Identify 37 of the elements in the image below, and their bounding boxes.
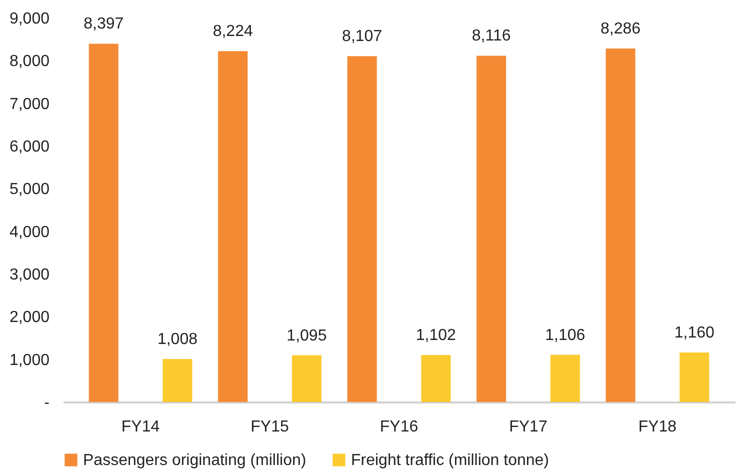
data-label: 1,102 xyxy=(416,326,456,344)
data-label: 8,116 xyxy=(472,28,511,45)
bar xyxy=(421,354,451,402)
data-label: 1,095 xyxy=(286,327,327,344)
bar xyxy=(292,355,322,402)
x-tick-label: FY15 xyxy=(250,418,289,436)
y-tick-label: - xyxy=(44,394,50,412)
y-tick-label: 5,000 xyxy=(9,181,50,198)
bar xyxy=(550,354,580,402)
bar xyxy=(218,51,248,402)
x-tick-label: FY14 xyxy=(121,418,160,436)
y-tick-label: 1,000 xyxy=(9,352,50,369)
y-tick-label: 9,000 xyxy=(9,10,50,28)
data-label: 1,106 xyxy=(545,326,586,344)
bar xyxy=(680,352,710,402)
bar xyxy=(476,56,506,402)
bar xyxy=(162,358,192,402)
y-tick-label: 3,000 xyxy=(9,266,50,284)
x-tick-label: FY18 xyxy=(638,418,677,436)
y-tick-label: 8,000 xyxy=(9,53,50,70)
x-tick-label: FY17 xyxy=(509,418,548,436)
data-label: 8,107 xyxy=(342,28,382,46)
y-tick-label: 7,000 xyxy=(9,96,50,113)
y-tick-label: 4,000 xyxy=(9,224,50,241)
bar xyxy=(88,44,118,402)
data-label: 8,224 xyxy=(212,23,253,40)
data-label: 1,160 xyxy=(674,324,714,342)
y-tick-label: 2,000 xyxy=(9,309,50,326)
legend-label: Freight traffic (million tonne) xyxy=(351,452,549,469)
legend-label: Passengers originating (million) xyxy=(83,452,306,469)
y-tick-label: 6,000 xyxy=(9,138,50,156)
x-tick-label: FY16 xyxy=(380,418,418,436)
data-label: 1,008 xyxy=(157,330,198,348)
data-label: 8,397 xyxy=(84,16,124,33)
data-label: 8,286 xyxy=(600,20,641,38)
bar xyxy=(606,48,636,402)
bar xyxy=(347,56,377,402)
